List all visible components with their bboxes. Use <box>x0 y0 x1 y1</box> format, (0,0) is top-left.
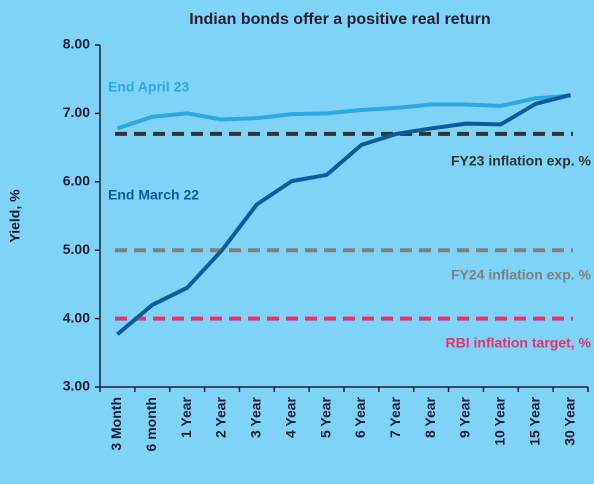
x-tick-label: 3 Month <box>108 397 124 451</box>
y-tick-label: 8.00 <box>63 36 90 52</box>
series-line <box>116 93 571 131</box>
series-line <box>116 92 572 336</box>
x-tick-label: 6 month <box>143 397 159 451</box>
x-tick-label: 8 Year <box>422 396 438 438</box>
y-tick-label: 4.00 <box>63 309 90 325</box>
x-tick-label: 1 Year <box>178 396 194 438</box>
y-tick-label: 5.00 <box>63 241 90 257</box>
x-tick-label: 2 Year <box>213 396 229 438</box>
reference-label: RBI inflation target, % <box>446 335 592 351</box>
reference-label: FY23 inflation exp. % <box>451 153 592 169</box>
series-label: End April 23 <box>108 79 189 95</box>
reference-label: FY24 inflation exp. % <box>451 267 592 283</box>
x-tick-label: 15 Year <box>526 396 542 445</box>
y-axis-label: Yield, % <box>7 189 23 243</box>
y-tick-label: 3.00 <box>63 378 90 394</box>
x-tick-label: 5 Year <box>317 396 333 438</box>
x-tick-label: 6 Year <box>352 396 368 438</box>
x-tick-label: 9 Year <box>457 396 473 438</box>
series-label: End March 22 <box>108 187 199 203</box>
x-tick-label: 10 Year <box>492 396 508 445</box>
x-tick-label: 4 Year <box>282 396 298 438</box>
chart-title: Indian bonds offer a positive real retur… <box>189 11 490 28</box>
y-tick-label: 7.00 <box>63 104 90 120</box>
x-tick-label: 3 Year <box>248 396 264 438</box>
x-tick-label: 30 Year <box>561 396 577 445</box>
x-tick-label: 7 Year <box>387 396 403 438</box>
y-tick-label: 6.00 <box>63 173 90 189</box>
